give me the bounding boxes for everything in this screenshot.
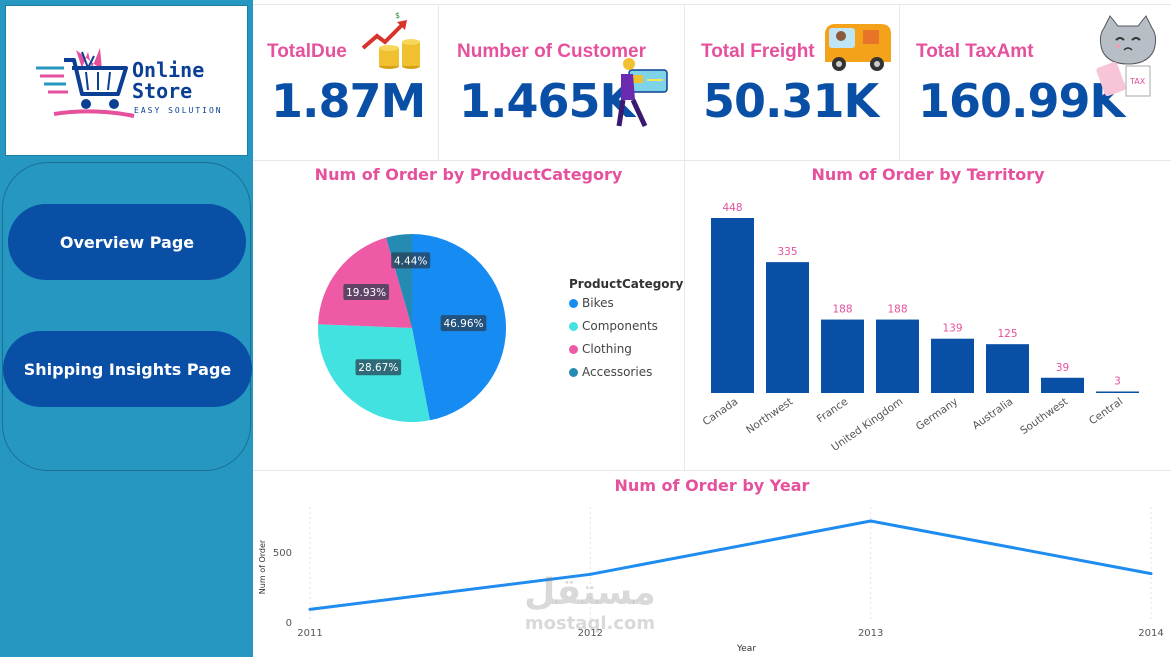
line-point-2012[interactable]: [588, 572, 592, 576]
line-point-2013[interactable]: [869, 519, 873, 523]
x-tick-label: 2012: [578, 628, 603, 639]
pie-chart: 46.96% 28.67% 19.93% 4.44%: [318, 234, 506, 422]
kpi-title: Number of Customer: [457, 41, 646, 62]
line-series[interactable]: [309, 519, 1152, 611]
line-point-2014[interactable]: [1149, 572, 1153, 576]
delivery-van-icon: [825, 24, 891, 71]
logo-wordmark: Online Store: [132, 58, 205, 103]
kpi-total-freight: Total Freight 50.31K: [685, 4, 900, 160]
bar-germany[interactable]: [931, 338, 974, 393]
bar-canada[interactable]: [711, 218, 754, 393]
legend-dot: [569, 344, 578, 354]
svg-text:TAX: TAX: [1129, 77, 1146, 86]
y-tick-label: 500: [273, 548, 292, 559]
mid-divider: [684, 160, 685, 470]
line-chart-title: Num of Order by Year: [614, 476, 810, 495]
kpi-value: 1.87M: [271, 74, 426, 128]
pie-slice-clothing[interactable]: [318, 237, 412, 328]
kpi-value: 1.465K: [459, 74, 635, 128]
pie-data-label: 4.44%: [391, 252, 431, 269]
bar-value-label: 3: [1114, 376, 1121, 388]
bar-category-label: Northwest: [744, 396, 795, 437]
pie-chart-title: Num of Order by ProductCategory: [314, 165, 623, 184]
kpi-title: Total TaxAmt: [916, 41, 1034, 62]
x-tick-label: 2014: [1138, 628, 1163, 639]
line-chart: 2011 2012 2013 2014 0 500 Year Num of Order: [258, 507, 1164, 654]
bar-category-label: Canada: [701, 396, 741, 429]
kpi-value: 50.31K: [703, 74, 879, 128]
bar-category-label: Southwest: [1018, 396, 1070, 437]
bar-value-label: 125: [997, 328, 1017, 340]
bar-value-label: 39: [1056, 362, 1069, 374]
svg-text:4.44%: 4.44%: [394, 255, 427, 267]
bar-france[interactable]: [821, 319, 864, 393]
legend-label: Accessories: [582, 365, 653, 379]
customer-card-icon: [616, 58, 668, 128]
bar-value-label: 188: [887, 304, 907, 316]
bar-category-label: Germany: [914, 396, 960, 434]
svg-text:46.96%: 46.96%: [443, 318, 483, 330]
kpi-bottom-border: [253, 160, 1171, 161]
legend-label: Components: [582, 319, 658, 333]
shipping-insights-page-button[interactable]: Shipping Insights Page: [3, 331, 252, 407]
bar-central[interactable]: [1096, 391, 1139, 394]
bar-category-label: Central: [1087, 396, 1125, 428]
cat-tax-icon: TAX: [1096, 15, 1157, 97]
pie-data-label: 28.67%: [355, 359, 402, 376]
coins-growth-icon: $: [361, 12, 420, 69]
bar-australia[interactable]: [986, 344, 1029, 393]
y-axis-label: Num of Order: [258, 539, 267, 594]
legend-item-bikes[interactable]: Bikes: [569, 296, 614, 310]
bar-southwest[interactable]: [1041, 377, 1084, 393]
logo-tagline: EASY SOLUTION: [134, 106, 223, 115]
kpi-total-taxamt: Total TaxAmt 160.99K TAX: [900, 4, 1171, 160]
legend-item-accessories[interactable]: Accessories: [569, 365, 652, 379]
logo: Online Store EASY SOLUTION: [5, 5, 248, 156]
legend-dot: [569, 298, 578, 308]
kpi-total-due: TotalDue 1.87M $: [253, 4, 439, 160]
pie-data-label: 19.93%: [343, 284, 389, 301]
pie-legend-title: ProductCategory: [569, 277, 684, 291]
y-tick-label: 0: [286, 618, 292, 629]
top-border: [253, 4, 1171, 5]
nav-panel: [2, 162, 251, 471]
bar-northwest[interactable]: [766, 262, 809, 393]
kpi-value: 160.99K: [918, 74, 1125, 128]
kpi-title: Total Freight: [701, 41, 815, 62]
pie-data-label: 46.96%: [440, 315, 487, 332]
bar-value-label: 448: [722, 202, 742, 214]
bar-chart: 448Canada335Northwest188France188United …: [701, 202, 1139, 454]
legend-item-components[interactable]: Components: [569, 319, 658, 333]
kpi-number-of-customer: Number of Customer 1.465K: [439, 4, 685, 160]
x-tick-label: 2013: [858, 628, 883, 639]
svg-text:$: $: [395, 12, 400, 20]
legend-label: Bikes: [582, 296, 614, 310]
bar-value-label: 335: [777, 246, 797, 258]
row-divider: [253, 470, 1171, 471]
svg-text:28.67%: 28.67%: [358, 362, 398, 374]
legend-dot: [569, 367, 578, 377]
x-axis-label: Year: [736, 644, 756, 654]
legend-label: Clothing: [582, 342, 632, 356]
legend-dot: [569, 321, 578, 331]
bar-chart-title: Num of Order by Territory: [811, 165, 1045, 184]
bar-category-label: Australia: [970, 396, 1015, 432]
x-tick-label: 2011: [297, 628, 322, 639]
overview-page-button[interactable]: Overview Page: [8, 204, 246, 280]
kpi-title: TotalDue: [267, 41, 347, 62]
shopping-cart-icon: [36, 48, 135, 118]
bar-value-label: 139: [942, 323, 962, 335]
bar-united-kingdom[interactable]: [876, 319, 919, 393]
bar-category-label: France: [815, 396, 850, 426]
line-point-2011[interactable]: [308, 607, 312, 611]
svg-text:19.93%: 19.93%: [346, 287, 386, 299]
bar-value-label: 188: [832, 304, 852, 316]
legend-item-clothing[interactable]: Clothing: [569, 342, 632, 356]
